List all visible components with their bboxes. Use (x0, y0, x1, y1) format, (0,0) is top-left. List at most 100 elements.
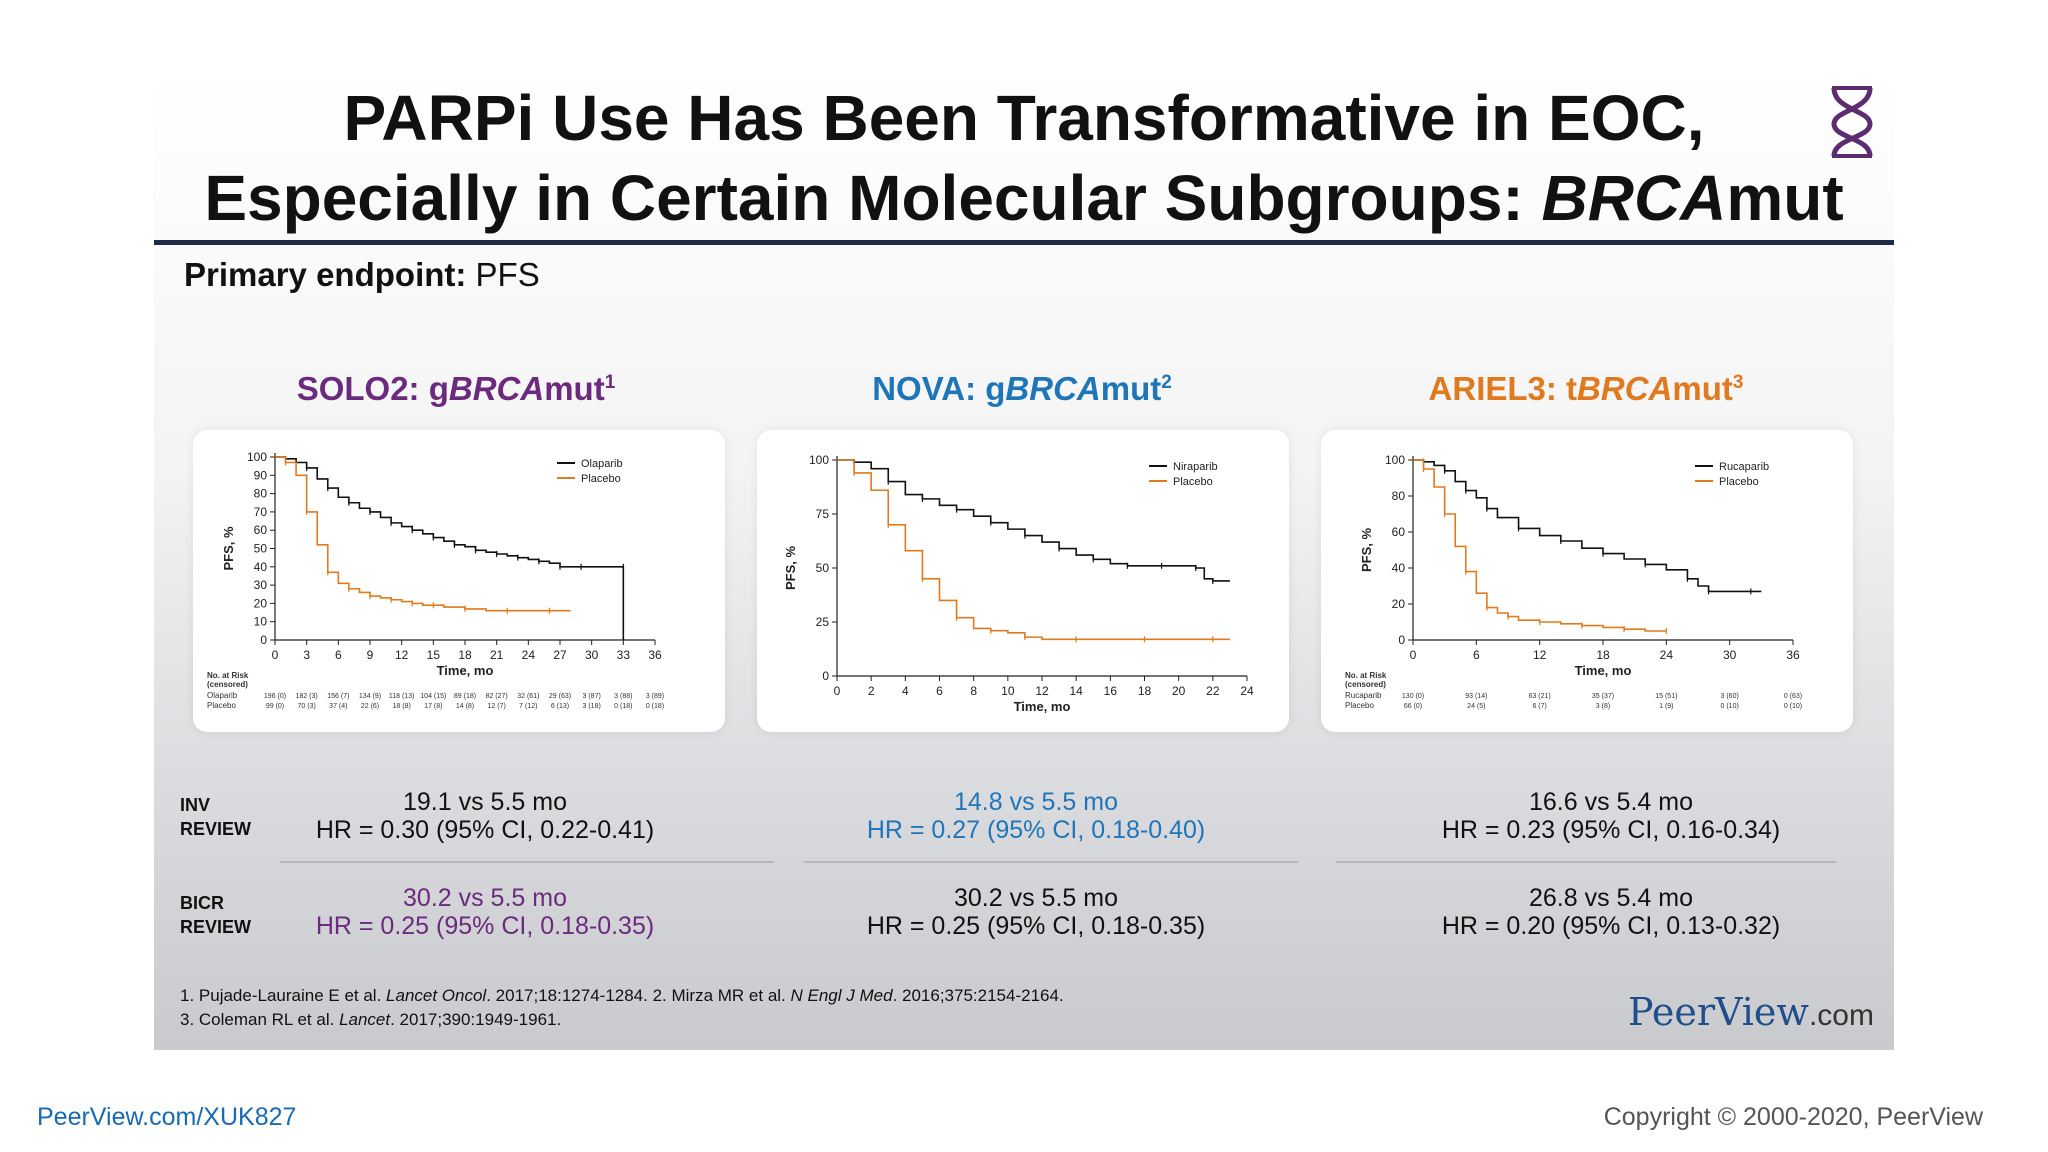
trial-suffix: mut (1672, 370, 1733, 407)
x-tick-label: 14 (1069, 684, 1083, 698)
risk-table-header: No. at Risk (1345, 671, 1387, 680)
risk-table-value: 156 (7) (327, 693, 349, 700)
y-tick-label: 40 (1392, 561, 1406, 575)
ref-journal: N Engl J Med (790, 986, 893, 1005)
y-tick-label: 100 (1385, 453, 1405, 467)
risk-table-value: 35 (37) (1592, 693, 1614, 700)
inv-result-nova: 14.8 vs 5.5 mo HR = 0.27 (95% CI, 0.18-0.… (776, 788, 1296, 844)
y-tick-label: 25 (816, 615, 830, 629)
x-axis-label: Time, mo (1575, 663, 1632, 678)
y-tick-label: 0 (1398, 633, 1405, 647)
x-tick-label: 24 (1660, 648, 1674, 662)
y-tick-label: 60 (254, 523, 268, 537)
trial-suffix: mut (1100, 370, 1162, 407)
bicr-result-solo2: 30.2 vs 5.5 mo HR = 0.25 (95% CI, 0.18-0.… (225, 884, 745, 940)
risk-table-value: 66 (0) (1404, 703, 1422, 710)
series-line-placebo (1413, 459, 1667, 632)
result-median: 19.1 vs 5.5 mo (403, 788, 567, 816)
title-line-1: PARPi Use Has Been Transformative in EOC… (343, 82, 1705, 154)
title-mut-text: mut (1726, 162, 1844, 234)
y-tick-label: 40 (254, 560, 268, 574)
x-tick-label: 20 (1172, 684, 1186, 698)
chart-panel-nova: 0 25 50 75 100 0 2 4 6 8 10 12 14 16 18 20 22 24 Time, mo P… (757, 430, 1289, 732)
ref-text: . 2017;390:1949-1961. (390, 1010, 562, 1029)
risk-table-value: 32 (61) (517, 693, 539, 700)
endpoint-value: PFS (475, 256, 540, 293)
x-tick-label: 12 (1533, 648, 1547, 662)
risk-table-value: 0 (10) (1784, 703, 1802, 710)
x-axis-label: Time, mo (437, 663, 494, 678)
legend-label: Placebo (1173, 476, 1213, 488)
x-tick-label: 6 (335, 648, 342, 662)
risk-table-row-label: Olaparib (207, 691, 238, 700)
trial-ref: 2 (1161, 372, 1172, 393)
risk-table-value: 82 (27) (486, 693, 508, 700)
result-median: 16.6 vs 5.4 mo (1529, 788, 1693, 816)
legend-label: Rucaparib (1719, 461, 1769, 473)
result-median: 30.2 vs 5.5 mo (954, 884, 1118, 912)
x-tick-label: 30 (585, 648, 599, 662)
risk-table-row-label: Placebo (1345, 701, 1374, 710)
risk-table-value: 37 (4) (329, 703, 347, 710)
risk-table-header: (censored) (1345, 680, 1386, 689)
inv-label-line2: REVIEW (180, 819, 252, 839)
y-tick-label: 0 (822, 669, 829, 683)
trial-title-nova: NOVA: gBRCAmut2 (762, 370, 1282, 408)
y-tick-label: 60 (1392, 525, 1406, 539)
risk-table-value: 118 (13) (389, 693, 415, 700)
trial-name: NOVA: g (872, 370, 1006, 407)
x-tick-label: 6 (1473, 648, 1480, 662)
trial-gene: BRCA (448, 370, 545, 407)
trial-gene: BRCA (1005, 370, 1101, 407)
x-tick-label: 6 (936, 684, 943, 698)
y-tick-label: 75 (816, 507, 830, 521)
y-axis-label: PFS, % (221, 526, 236, 571)
y-tick-label: 0 (260, 633, 267, 647)
x-tick-label: 16 (1104, 684, 1118, 698)
y-axis-label: PFS, % (783, 546, 798, 591)
risk-table-value: 3 (60) (1721, 693, 1739, 700)
logo-suffix: .com (1808, 999, 1874, 1032)
legend-label: Olaparib (581, 458, 623, 470)
dna-helix-icon (1831, 86, 1873, 158)
x-tick-label: 18 (1596, 648, 1610, 662)
divider (804, 861, 1298, 863)
bicr-label-line1: BICR (180, 893, 224, 913)
ref-text: 3. Coleman RL et al. (180, 1010, 340, 1029)
x-tick-label: 30 (1723, 648, 1737, 662)
x-tick-label: 0 (272, 648, 279, 662)
risk-table-value: 18 (8) (393, 703, 411, 710)
risk-table-header: No. at Risk (207, 671, 249, 680)
risk-table-row-label: Placebo (207, 701, 236, 710)
title-underline (154, 240, 1894, 245)
y-tick-label: 100 (247, 450, 267, 464)
risk-table-value: 63 (21) (1529, 693, 1551, 700)
risk-table-value: 0 (63) (1784, 693, 1802, 700)
ref-text: 1. Pujade-Lauraine E et al. (180, 986, 387, 1005)
x-tick-label: 22 (1206, 684, 1220, 698)
y-tick-label: 80 (1392, 489, 1406, 503)
y-tick-label: 70 (254, 505, 268, 519)
x-tick-label: 36 (648, 648, 662, 662)
series-line-placebo (837, 459, 1230, 641)
trial-name: ARIEL3: t (1428, 370, 1578, 407)
risk-table-value: 29 (63) (549, 693, 571, 700)
title-brca-italic: BRCA (1541, 162, 1727, 234)
x-tick-label: 4 (902, 684, 909, 698)
x-tick-label: 0 (834, 684, 841, 698)
trial-name: SOLO2: g (296, 370, 449, 407)
y-tick-label: 30 (254, 578, 268, 592)
x-tick-label: 0 (1410, 648, 1417, 662)
references: 1. Pujade-Lauraine E et al. Lancet Oncol… (180, 984, 1064, 1032)
risk-table-value: 99 (0) (266, 703, 284, 710)
risk-table-value: 0 (18) (646, 703, 664, 710)
y-tick-label: 100 (809, 453, 829, 467)
x-tick-label: 36 (1786, 648, 1800, 662)
footer-link[interactable]: PeerView.com/XUK827 (37, 1103, 297, 1131)
result-hr: HR = 0.20 (95% CI, 0.13-0.32) (1441, 912, 1781, 940)
x-tick-label: 24 (1240, 684, 1254, 698)
divider (280, 861, 774, 863)
bicr-result-ariel3: 26.8 vs 5.4 mo HR = 0.20 (95% CI, 0.13-0.… (1351, 884, 1871, 940)
legend-label: Niraparib (1173, 461, 1218, 473)
